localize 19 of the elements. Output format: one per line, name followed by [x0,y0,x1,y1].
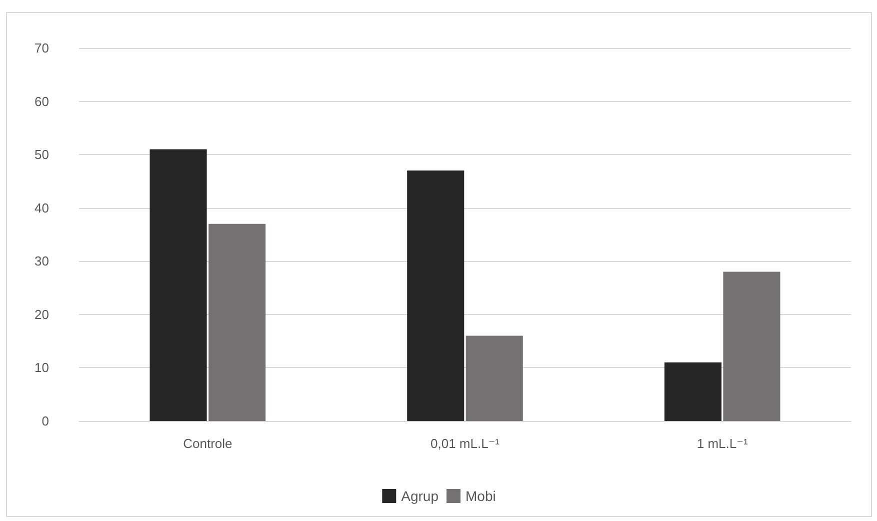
y-tick-label: 30 [34,254,49,269]
y-tick-label: 70 [34,40,49,56]
x-tick-label: 1 mL.L⁻¹ [696,436,748,451]
y-tick-label: 0 [42,414,49,428]
y-tick-label: 60 [34,94,49,109]
x-tick-label: 0,01 mL.L⁻¹ [430,436,500,451]
bar [664,362,722,421]
y-tick-label: 20 [34,306,49,322]
legend-label: Agrup [401,488,439,504]
bar [723,272,780,421]
legend-label: Mobi [466,488,496,504]
bar [466,336,523,421]
y-tick-label: 40 [34,200,49,216]
bar [407,170,464,421]
y-tick-label: 50 [34,147,49,162]
x-tick-label: Controle [183,436,232,451]
bar [150,149,207,421]
y-tick-label: 10 [34,360,49,376]
bar [208,224,266,421]
